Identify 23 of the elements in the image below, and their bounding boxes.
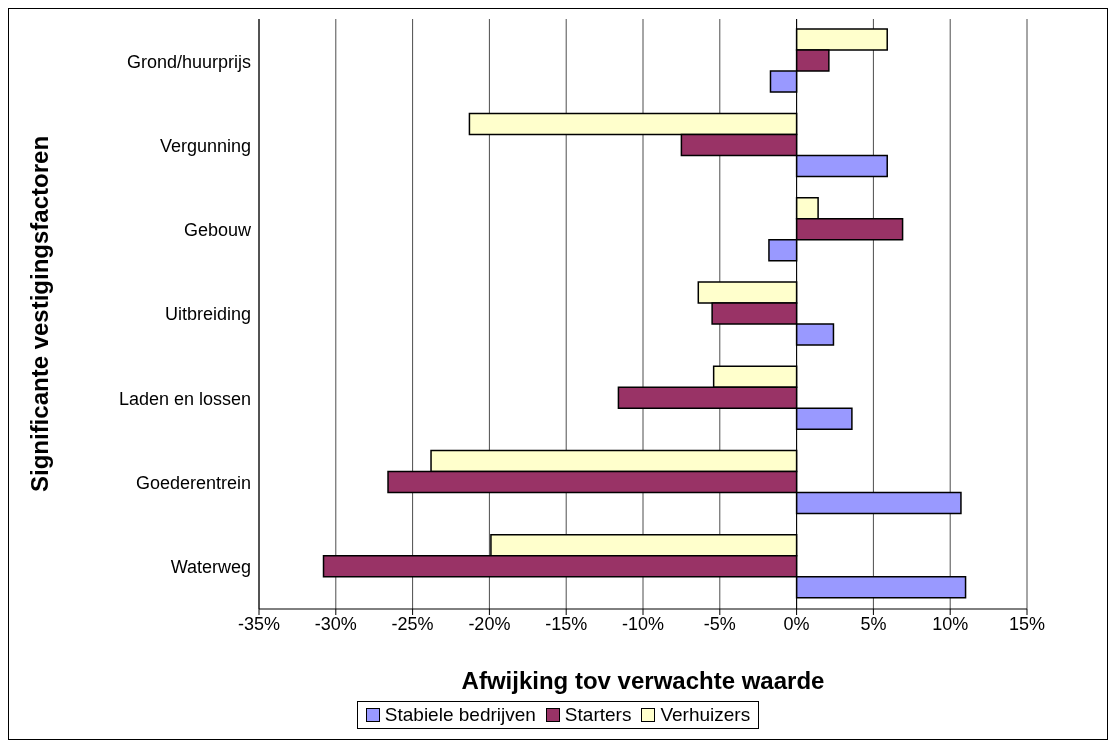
legend-label: Stabiele bedrijven: [383, 704, 536, 726]
y-tick-label: Gebouw: [183, 220, 252, 241]
x-tick-label: 10%: [932, 613, 969, 634]
y-tick-label: Goederentrein: [135, 472, 251, 493]
y-tick-label: Laden en lossen: [118, 388, 251, 409]
x-tick-label: -20%: [468, 613, 511, 634]
x-tick-label: 15%: [1008, 613, 1046, 634]
x-axis-title: Afwijking tov verwachte waarde: [461, 667, 825, 694]
x-tick-label: -5%: [703, 613, 736, 634]
x-tick-label: 5%: [860, 613, 887, 634]
y-tick-label: Waterweg: [170, 557, 251, 578]
y-tick-label: Vergunning: [159, 135, 251, 156]
y-axis-title: Significante vestigingsfactoren: [25, 135, 53, 493]
x-tick-label: -25%: [391, 613, 434, 634]
legend-label: Starters: [563, 704, 632, 726]
y-tick-label: Grond/huurprijs: [126, 51, 251, 72]
x-tick-label: -35%: [237, 613, 281, 634]
y-tick-label: Uitbreiding: [164, 304, 251, 325]
x-tick-label: -30%: [314, 613, 357, 634]
x-tick-label: 0%: [783, 613, 810, 634]
legend-label: Verhuizers: [659, 704, 751, 726]
x-tick-label: -15%: [545, 613, 588, 634]
x-tick-label: -10%: [621, 613, 665, 634]
